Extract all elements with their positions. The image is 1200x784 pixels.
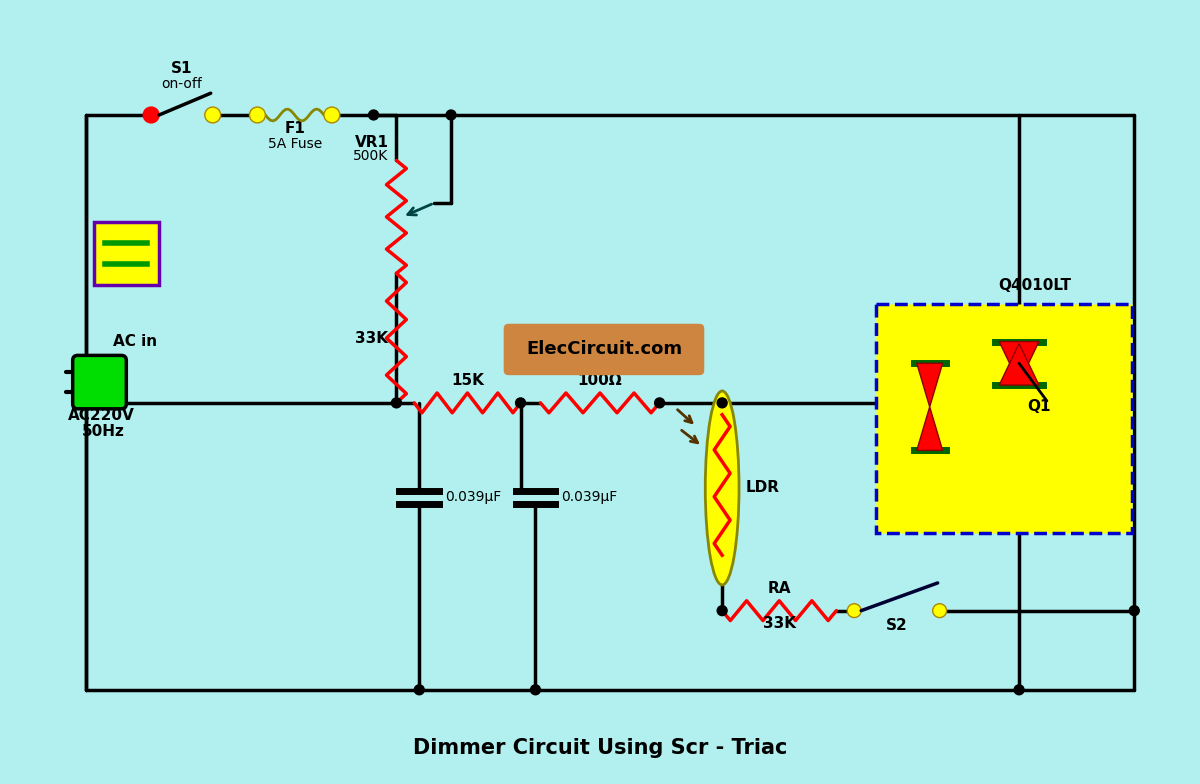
Circle shape xyxy=(205,107,221,123)
Circle shape xyxy=(847,604,862,618)
Circle shape xyxy=(391,398,401,408)
Text: Q1: Q1 xyxy=(1027,399,1050,414)
Circle shape xyxy=(250,107,265,123)
Text: 33K: 33K xyxy=(355,331,389,346)
Circle shape xyxy=(446,110,456,120)
Text: AC in: AC in xyxy=(114,335,157,350)
Text: RA: RA xyxy=(768,581,791,596)
Text: Dimmer Circuit Using Scr - Triac: Dimmer Circuit Using Scr - Triac xyxy=(413,739,787,758)
Text: on-off: on-off xyxy=(162,78,203,91)
Circle shape xyxy=(143,107,160,123)
Polygon shape xyxy=(917,363,943,407)
Circle shape xyxy=(1014,685,1024,695)
Text: ElecCircuit.com: ElecCircuit.com xyxy=(526,340,682,358)
Text: 0.039μF: 0.039μF xyxy=(562,490,618,504)
Text: LDR: LDR xyxy=(746,481,780,495)
Circle shape xyxy=(932,604,947,618)
Polygon shape xyxy=(1000,342,1039,383)
Text: 33K: 33K xyxy=(763,616,796,631)
Ellipse shape xyxy=(706,391,739,585)
Text: 0.039μF: 0.039μF xyxy=(445,490,502,504)
Text: 100Ω: 100Ω xyxy=(577,373,623,388)
Circle shape xyxy=(324,107,340,123)
Text: 500K: 500K xyxy=(353,150,389,164)
Text: F1: F1 xyxy=(284,121,305,136)
FancyBboxPatch shape xyxy=(73,355,126,408)
Text: 50Hz: 50Hz xyxy=(82,423,125,438)
FancyBboxPatch shape xyxy=(94,222,160,285)
Polygon shape xyxy=(1000,343,1039,385)
Circle shape xyxy=(718,606,727,615)
Text: AC220V: AC220V xyxy=(67,408,134,423)
Text: S2: S2 xyxy=(886,619,907,633)
Circle shape xyxy=(718,398,727,408)
FancyBboxPatch shape xyxy=(504,324,704,376)
Text: VR1: VR1 xyxy=(354,135,389,150)
Text: S1: S1 xyxy=(172,61,193,76)
Polygon shape xyxy=(917,407,943,450)
Text: Q4010LT: Q4010LT xyxy=(998,278,1072,293)
Circle shape xyxy=(1129,606,1139,615)
Circle shape xyxy=(368,110,378,120)
FancyBboxPatch shape xyxy=(876,304,1133,533)
Circle shape xyxy=(516,398,526,408)
Circle shape xyxy=(655,398,665,408)
Circle shape xyxy=(530,685,540,695)
Text: 5A Fuse: 5A Fuse xyxy=(268,136,322,151)
Text: 15K: 15K xyxy=(451,373,484,388)
Circle shape xyxy=(414,685,425,695)
